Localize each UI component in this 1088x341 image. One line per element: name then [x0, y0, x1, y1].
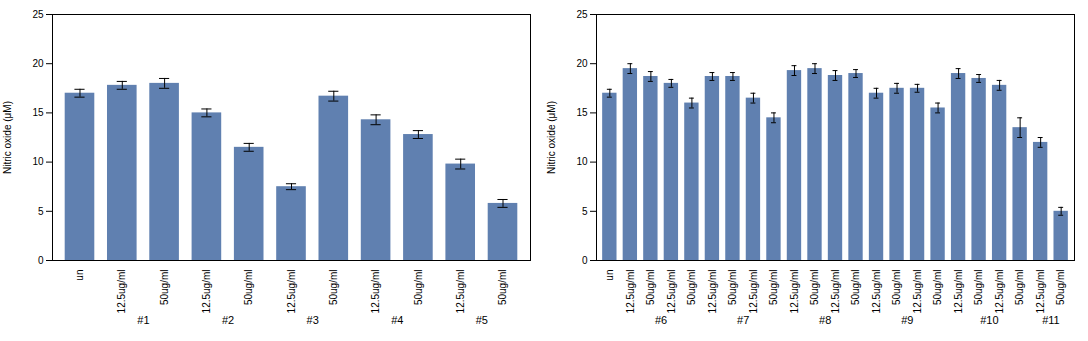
svg-text:15: 15	[32, 107, 44, 118]
svg-text:10: 10	[576, 156, 588, 167]
svg-text:50ug/ml: 50ug/ml	[891, 270, 902, 306]
svg-text:Nitric oxide (μM): Nitric oxide (μM)	[2, 101, 13, 174]
svg-text:50ug/ml: 50ug/ml	[932, 270, 943, 306]
svg-text:un: un	[604, 270, 615, 281]
svg-text:#10: #10	[980, 314, 998, 326]
svg-text:50ug/ml: 50ug/ml	[686, 270, 697, 306]
svg-text:50ug/ml: 50ug/ml	[727, 270, 738, 306]
svg-text:12.5ug/ml: 12.5ug/ml	[1035, 270, 1046, 314]
svg-text:12.5ug/ml: 12.5ug/ml	[912, 270, 923, 314]
svg-text:12.5ug/ml: 12.5ug/ml	[201, 270, 212, 314]
svg-text:10: 10	[32, 156, 44, 167]
svg-text:#4: #4	[391, 314, 403, 326]
svg-text:12.5ug/ml: 12.5ug/ml	[455, 270, 466, 314]
svg-text:#11: #11	[1042, 314, 1060, 326]
svg-text:50ug/ml: 50ug/ml	[768, 270, 779, 306]
svg-text:#8: #8	[819, 314, 831, 326]
svg-text:#1: #1	[137, 314, 149, 326]
svg-text:12.5ug/ml: 12.5ug/ml	[994, 270, 1005, 314]
svg-text:Nitric oxide (μM): Nitric oxide (μM)	[546, 101, 557, 174]
svg-text:0: 0	[38, 255, 44, 266]
svg-text:50ug/ml: 50ug/ml	[328, 270, 339, 306]
svg-text:50ug/ml: 50ug/ml	[973, 270, 984, 306]
svg-text:12.5ug/ml: 12.5ug/ml	[286, 270, 297, 314]
svg-text:20: 20	[576, 58, 588, 69]
svg-text:5: 5	[38, 206, 44, 217]
svg-text:50ug/ml: 50ug/ml	[413, 270, 424, 306]
svg-text:15: 15	[576, 107, 588, 118]
svg-text:12.5ug/ml: 12.5ug/ml	[748, 270, 759, 314]
svg-text:50ug/ml: 50ug/ml	[159, 270, 170, 306]
svg-text:20: 20	[32, 58, 44, 69]
svg-text:un: un	[74, 270, 85, 281]
svg-text:50ug/ml: 50ug/ml	[243, 270, 254, 306]
svg-text:50ug/ml: 50ug/ml	[1055, 270, 1066, 306]
svg-text:5: 5	[582, 206, 588, 217]
svg-text:12.5ug/ml: 12.5ug/ml	[789, 270, 800, 314]
svg-text:25: 25	[32, 9, 44, 20]
svg-text:12.5ug/ml: 12.5ug/ml	[625, 270, 636, 314]
svg-text:12.5ug/ml: 12.5ug/ml	[830, 270, 841, 314]
svg-text:#2: #2	[222, 314, 234, 326]
svg-text:0: 0	[582, 255, 588, 266]
svg-text:#6: #6	[655, 314, 667, 326]
svg-text:25: 25	[576, 9, 588, 20]
svg-text:50ug/ml: 50ug/ml	[1014, 270, 1025, 306]
svg-text:50ug/ml: 50ug/ml	[645, 270, 656, 306]
svg-text:50ug/ml: 50ug/ml	[497, 270, 508, 306]
svg-text:50ug/ml: 50ug/ml	[809, 270, 820, 306]
svg-text:12.5ug/ml: 12.5ug/ml	[116, 270, 127, 314]
svg-text:12.5ug/ml: 12.5ug/ml	[871, 270, 882, 314]
svg-text:#5: #5	[476, 314, 488, 326]
svg-text:12.5ug/ml: 12.5ug/ml	[707, 270, 718, 314]
svg-text:50ug/ml: 50ug/ml	[850, 270, 861, 306]
svg-text:12.5ug/ml: 12.5ug/ml	[370, 270, 381, 314]
svg-text:12.5ug/ml: 12.5ug/ml	[666, 270, 677, 314]
svg-text:12.5ug/ml: 12.5ug/ml	[953, 270, 964, 314]
svg-text:#9: #9	[901, 314, 913, 326]
svg-text:#3: #3	[307, 314, 319, 326]
svg-text:#7: #7	[737, 314, 749, 326]
